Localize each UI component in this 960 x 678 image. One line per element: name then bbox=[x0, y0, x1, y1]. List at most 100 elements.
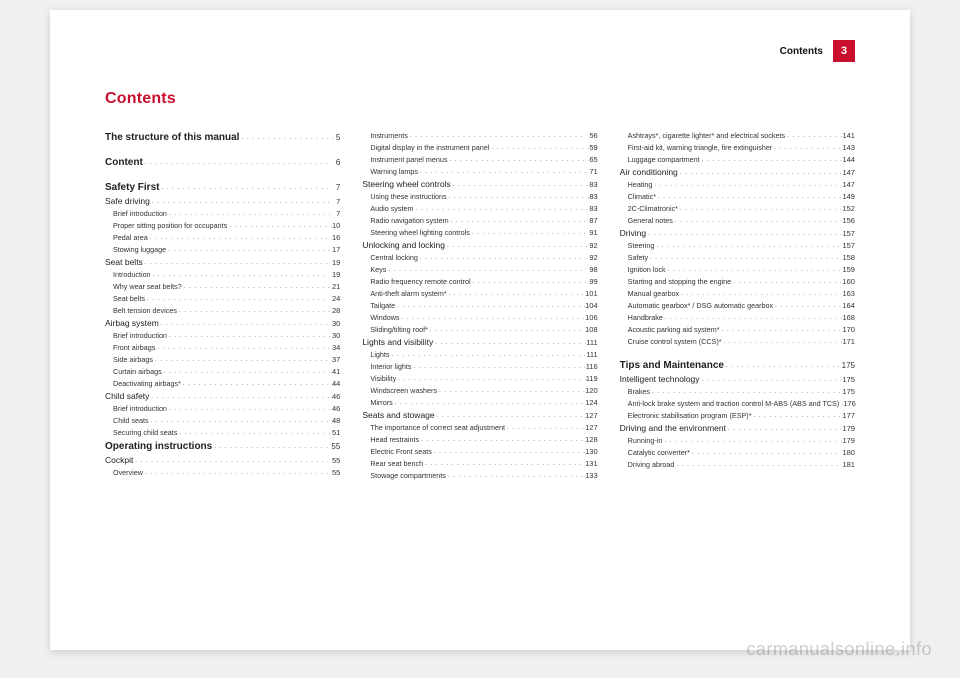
toc-dots: . . . . . . . . . . . . . . . . . . . . … bbox=[752, 412, 843, 421]
toc-entry: Instruments. . . . . . . . . . . . . . .… bbox=[362, 130, 597, 142]
toc-label: Deactivating airbags* bbox=[105, 379, 181, 390]
toc-label: Using these instructions bbox=[362, 192, 446, 203]
document-page: Contents 3 Contents The structure of thi… bbox=[50, 10, 910, 650]
toc-dots: . . . . . . . . . . . . . . . . . . . . … bbox=[673, 217, 843, 226]
toc-entry: Why wear seat belts?. . . . . . . . . . … bbox=[105, 281, 340, 293]
toc-entry: Running-in. . . . . . . . . . . . . . . … bbox=[620, 435, 855, 447]
toc-entry: Tips and Maintenance. . . . . . . . . . … bbox=[620, 358, 855, 373]
toc-dots: . . . . . . . . . . . . . . . . . . . . … bbox=[447, 193, 589, 202]
toc-page: 160 bbox=[842, 276, 855, 287]
toc-page: 91 bbox=[589, 227, 597, 238]
table-of-contents: The structure of this manual. . . . . . … bbox=[105, 130, 855, 482]
toc-page: 108 bbox=[585, 324, 598, 335]
toc-entry: Cruise control system (CCS)*. . . . . . … bbox=[620, 336, 855, 348]
toc-label: Handbrake bbox=[620, 313, 663, 324]
toc-entry: Safety First. . . . . . . . . . . . . . … bbox=[105, 180, 340, 195]
toc-entry: Driving and the environment. . . . . . .… bbox=[620, 422, 855, 435]
toc-entry: Central locking. . . . . . . . . . . . .… bbox=[362, 252, 597, 264]
toc-dots: . . . . . . . . . . . . . . . . . . . . … bbox=[177, 429, 330, 438]
toc-dots: . . . . . . . . . . . . . . . . . . . . … bbox=[489, 144, 589, 153]
toc-page: 175 bbox=[842, 374, 855, 385]
toc-label: Tips and Maintenance bbox=[620, 358, 724, 373]
toc-entry: Rear seat bench. . . . . . . . . . . . .… bbox=[362, 458, 597, 470]
toc-page: 30 bbox=[330, 330, 340, 341]
toc-page: 19 bbox=[329, 269, 340, 280]
toc-entry: Visibility. . . . . . . . . . . . . . . … bbox=[362, 373, 597, 385]
toc-dots: . . . . . . . . . . . . . . . . . . . . … bbox=[690, 449, 842, 458]
toc-dots: . . . . . . . . . . . . . . . . . . . . … bbox=[411, 363, 585, 372]
toc-page: 51 bbox=[331, 427, 341, 438]
toc-entry: Air conditioning. . . . . . . . . . . . … bbox=[620, 166, 855, 179]
toc-dots: . . . . . . . . . . . . . . . . . . . . … bbox=[674, 461, 842, 470]
toc-entry: Pedal area. . . . . . . . . . . . . . . … bbox=[105, 232, 340, 244]
toc-dots: . . . . . . . . . . . . . . . . . . . . … bbox=[700, 376, 843, 385]
toc-page: 71 bbox=[587, 166, 598, 177]
toc-label: Running-in bbox=[620, 436, 663, 447]
toc-page: 83 bbox=[587, 203, 598, 214]
toc-page: 99 bbox=[589, 276, 597, 287]
toc-label: The importance of correct seat adjustmen… bbox=[362, 423, 505, 434]
toc-label: Pedal area bbox=[105, 233, 148, 244]
toc-label: Cruise control system (CCS)* bbox=[620, 337, 722, 348]
toc-page: 157 bbox=[842, 228, 855, 239]
toc-label: Stowing luggage bbox=[105, 245, 166, 256]
toc-entry: Steering. . . . . . . . . . . . . . . . … bbox=[620, 240, 855, 252]
toc-dots: . . . . . . . . . . . . . . . . . . . . … bbox=[166, 246, 330, 255]
toc-entry: Electric Front seats. . . . . . . . . . … bbox=[362, 446, 597, 458]
toc-page: 124 bbox=[585, 397, 598, 408]
toc-page: 127 bbox=[585, 422, 598, 433]
toc-dots: . . . . . . . . . . . . . . . . . . . . … bbox=[159, 184, 329, 193]
toc-page: 48 bbox=[329, 415, 340, 426]
toc-dots: . . . . . . . . . . . . . . . . . . . . … bbox=[167, 405, 330, 414]
toc-dots: . . . . . . . . . . . . . . . . . . . . … bbox=[731, 278, 842, 287]
toc-label: Rear seat bench bbox=[362, 459, 423, 470]
toc-dots: . . . . . . . . . . . . . . . . . . . . … bbox=[772, 144, 842, 153]
toc-page: 34 bbox=[329, 342, 340, 353]
header-section-label: Contents bbox=[780, 46, 833, 57]
toc-entry: Interior lights. . . . . . . . . . . . .… bbox=[362, 361, 597, 373]
toc-entry: Acoustic parking aid system*. . . . . . … bbox=[620, 324, 855, 336]
toc-entry: Heating. . . . . . . . . . . . . . . . .… bbox=[620, 179, 855, 191]
toc-page: 179 bbox=[842, 423, 855, 434]
toc-page: 21 bbox=[331, 281, 340, 292]
toc-label: Brief introduction bbox=[105, 404, 167, 415]
toc-page: 158 bbox=[842, 252, 855, 263]
toc-entry: Driving. . . . . . . . . . . . . . . . .… bbox=[620, 227, 855, 240]
toc-entry: Securing child seats. . . . . . . . . . … bbox=[105, 427, 340, 439]
toc-dots: . . . . . . . . . . . . . . . . . . . . … bbox=[149, 417, 329, 426]
toc-dots: . . . . . . . . . . . . . . . . . . . . … bbox=[652, 181, 842, 190]
toc-entry: General notes. . . . . . . . . . . . . .… bbox=[620, 215, 855, 227]
toc-dots: . . . . . . . . . . . . . . . . . . . . … bbox=[151, 271, 329, 280]
toc-entry: Introduction. . . . . . . . . . . . . . … bbox=[105, 269, 340, 281]
toc-entry: Airbag system. . . . . . . . . . . . . .… bbox=[105, 317, 340, 330]
toc-label: Starting and stopping the engine bbox=[620, 277, 732, 288]
toc-dots: . . . . . . . . . . . . . . . . . . . . … bbox=[167, 332, 330, 341]
toc-page: 37 bbox=[329, 354, 340, 365]
toc-dots: . . . . . . . . . . . . . . . . . . . . … bbox=[785, 132, 842, 141]
toc-label: 2C-Climatronic* bbox=[620, 204, 678, 215]
toc-dots: . . . . . . . . . . . . . . . . . . . . … bbox=[227, 222, 332, 231]
toc-label: Safety First bbox=[105, 180, 159, 195]
toc-entry: Warning lamps. . . . . . . . . . . . . .… bbox=[362, 166, 597, 178]
toc-label: Steering bbox=[620, 241, 655, 252]
toc-page: 41 bbox=[330, 366, 341, 377]
toc-label: Electric Front seats bbox=[362, 447, 432, 458]
toc-entry: Manual gearbox. . . . . . . . . . . . . … bbox=[620, 288, 855, 300]
toc-dots: . . . . . . . . . . . . . . . . . . . . … bbox=[678, 205, 842, 214]
toc-dots: . . . . . . . . . . . . . . . . . . . . … bbox=[390, 351, 586, 360]
toc-dots: . . . . . . . . . . . . . . . . . . . . … bbox=[656, 193, 842, 202]
toc-page: 163 bbox=[842, 288, 855, 299]
toc-entry: Steering wheel controls. . . . . . . . .… bbox=[362, 178, 597, 191]
toc-entry: Lights and visibility. . . . . . . . . .… bbox=[362, 336, 597, 349]
toc-label: Intelligent technology bbox=[620, 373, 700, 386]
toc-entry: Catalytic converter*. . . . . . . . . . … bbox=[620, 447, 855, 459]
toc-page: 130 bbox=[585, 446, 598, 457]
toc-label: Why wear seat belts? bbox=[105, 282, 182, 293]
toc-entry: Unlocking and locking. . . . . . . . . .… bbox=[362, 239, 597, 252]
toc-entry: Electronic stabilisation program (ESP)*.… bbox=[620, 410, 855, 422]
toc-dots: . . . . . . . . . . . . . . . . . . . . … bbox=[239, 134, 334, 143]
toc-dots: . . . . . . . . . . . . . . . . . . . . … bbox=[393, 399, 585, 408]
toc-label: Brief introduction bbox=[105, 209, 167, 220]
toc-entry: Climatic*. . . . . . . . . . . . . . . .… bbox=[620, 191, 855, 203]
toc-page: 152 bbox=[842, 203, 855, 214]
